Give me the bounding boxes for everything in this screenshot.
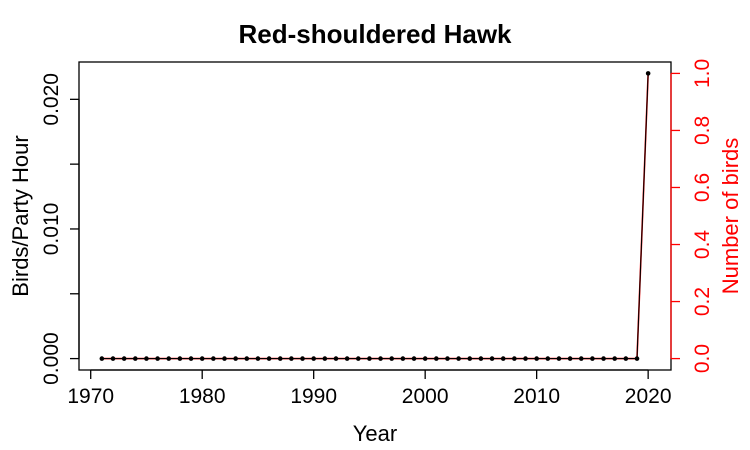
data-point [534,356,539,361]
data-point [233,356,238,361]
plot-frame [78,61,672,371]
data-point [400,356,406,361]
data-point [411,356,417,361]
data-point [199,356,205,361]
x-tick-label: 2020 [625,385,672,408]
data-point [311,356,316,361]
data-point [355,356,361,361]
data-point [645,71,651,76]
data-point [634,356,640,361]
data-point [489,356,495,361]
data-point [300,356,305,361]
x-axis-title: Year [353,421,397,446]
data-point [578,356,584,361]
data-point [434,356,439,361]
data-point [244,356,250,361]
series-line-number-of-birds [101,73,649,360]
data-point [556,356,562,361]
x-axis: 1970 1980 1990 2000 2010 2020 [67,369,672,408]
x-tick-label: 1990 [290,385,337,408]
data-point [590,356,595,361]
data-point [478,356,484,361]
y-axis-title: Birds/Party Hour [8,135,33,296]
y2-tick-label: 0.4 [691,230,714,260]
data-point [601,356,606,361]
data-point [110,356,116,361]
y-axis-left: 0.000 0.010 0.020 [40,73,80,385]
y-tick-label: 0.020 [40,73,63,126]
data-point [567,356,573,361]
data-point [512,356,517,361]
y2-tick-label: 0.8 [691,116,714,145]
data-point [177,356,183,361]
y2-tick-label: 1.0 [691,59,714,88]
y-tick-label: 0.000 [40,332,63,385]
y2-axis-title: Number of birds [718,138,743,295]
y-tick-label: 0.010 [40,203,63,256]
data-point [467,356,473,361]
data-point [166,356,172,361]
data-point [277,356,283,361]
series-line-birds-per-party-hour [101,73,649,360]
y2-tick-label: 0.0 [691,344,714,373]
data-point [121,356,127,361]
y-axis-right: 0.0 0.2 0.4 0.6 0.8 1.0 [670,59,714,373]
data-point [133,356,138,361]
data-point [445,356,450,361]
x-tick-label: 2000 [402,385,449,408]
data-point [500,356,506,361]
x-tick-label: 1970 [67,385,114,408]
data-point [155,356,160,361]
data-point [289,356,294,361]
data-point [523,356,528,361]
data-point [367,356,372,361]
x-tick-label: 1980 [179,385,226,408]
data-point [422,356,428,361]
data-point [333,356,339,361]
series-layer [99,71,651,361]
data-point [612,356,617,361]
chart-title: Red-shouldered Hawk [238,19,512,49]
data-point [255,356,261,361]
data-point [188,356,194,361]
data-point [322,356,328,361]
data-point [456,356,461,361]
data-point [344,356,350,361]
data-point [623,356,629,361]
data-point [99,356,105,361]
data-point [144,356,149,361]
data-point [378,356,383,361]
y2-tick-label: 0.2 [691,287,714,316]
x-tick-label: 2010 [513,385,560,408]
data-point [545,356,551,361]
data-point [389,356,395,361]
data-point [222,356,227,361]
data-point [211,356,216,361]
y2-tick-label: 0.6 [691,173,714,202]
data-point [266,356,272,361]
